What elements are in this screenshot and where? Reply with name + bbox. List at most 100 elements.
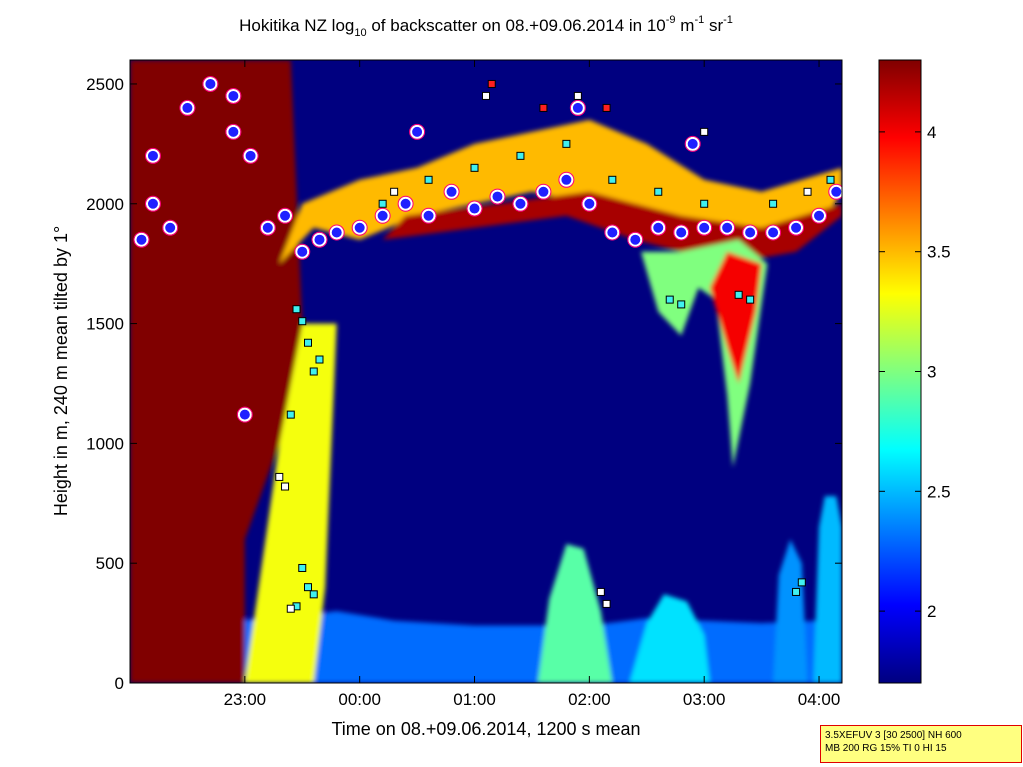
cloud-base-ring xyxy=(535,183,552,200)
y-tick-label: 2000 xyxy=(86,195,124,214)
marker-square-cyan xyxy=(286,410,295,419)
marker-square-white xyxy=(281,482,290,491)
cloud-base-ring xyxy=(742,224,759,241)
cloud-base-ring xyxy=(719,219,736,236)
marker-square-cyan xyxy=(797,578,806,587)
y-tick-label: 2500 xyxy=(86,75,124,94)
plot-frame xyxy=(129,59,843,684)
cloud-base-ring xyxy=(236,406,253,423)
x-tick-label: 03:00 xyxy=(683,690,726,709)
layer-puff-0235 xyxy=(629,594,710,683)
marker-square-cyan xyxy=(470,163,479,172)
cloud-base-circle xyxy=(226,124,241,139)
x-axis-label: Time on 08.+09.06.2014, 1200 s mean xyxy=(331,719,640,739)
marker-square-cyan xyxy=(309,367,318,376)
marker-square-cyan xyxy=(378,199,387,208)
cloud-base-circle xyxy=(789,220,804,235)
cloud-base-circle xyxy=(628,232,643,247)
cloud-base-circle xyxy=(490,189,505,204)
marker-square-cyan xyxy=(792,587,801,596)
cloud-base-ring xyxy=(144,147,161,164)
cloud-base-circle xyxy=(766,225,781,240)
cloud-base-ring xyxy=(489,188,506,205)
colorbar-tick-label: 2.5 xyxy=(927,482,951,501)
title-sub-10: 10 xyxy=(354,27,366,39)
cloud-base-circle xyxy=(697,220,712,235)
cloud-base-circle xyxy=(237,407,252,422)
colorbar-tick-label: 3.5 xyxy=(927,243,951,262)
title-sup-exp: -9 xyxy=(666,14,676,26)
cloud-base-ring xyxy=(604,224,621,241)
cloud-base-ring xyxy=(650,219,667,236)
cloud-base-ring xyxy=(581,195,598,212)
x-tick-label: 01:00 xyxy=(453,690,496,709)
cloud-base-ring xyxy=(144,195,161,212)
marker-square-cyan xyxy=(677,300,686,309)
cloud-base-ring xyxy=(569,99,586,116)
cloud-base-circle xyxy=(685,136,700,151)
x-tick-label: 02:00 xyxy=(568,690,611,709)
cloud-base-circle xyxy=(513,196,528,211)
marker-square-cyan xyxy=(654,187,663,196)
y-axis-label: Height in m, 240 m mean tilted by 1° xyxy=(51,226,71,516)
cloud-base-ring xyxy=(765,224,782,241)
marker-square-red xyxy=(602,103,611,112)
cloud-base-circle xyxy=(145,196,160,211)
cloud-base-ring xyxy=(277,207,294,224)
marker-square-cyan xyxy=(562,139,571,148)
marker-square-white xyxy=(390,187,399,196)
cloud-base-ring xyxy=(673,224,690,241)
marker-square-cyan xyxy=(516,151,525,160)
marker-square-cyan xyxy=(304,338,312,347)
cloud-base-circle xyxy=(180,100,195,115)
marker-square-cyan xyxy=(298,317,307,326)
x-axis: 23:00 00:00 01:00 02:00 03:00 04:00 xyxy=(224,60,840,709)
cloud-base-ring xyxy=(512,195,529,212)
layer-puff-0400 xyxy=(813,496,842,683)
cloud-base-ring xyxy=(397,195,414,212)
cloud-base-ring xyxy=(696,219,713,236)
marker-square-red xyxy=(487,79,496,88)
cloud-base-circle xyxy=(674,225,689,240)
cloud-base-ring xyxy=(627,231,644,248)
layer-plume-0250-core xyxy=(709,251,762,384)
backscatter-layers xyxy=(130,60,842,683)
annotation-line-2: MB 200 RG 15% TI 0 HI 15 xyxy=(825,743,947,754)
x-tick-label: 23:00 xyxy=(224,690,267,709)
chart-title: Hokitika NZ log10 of backscatter on 08.+… xyxy=(239,14,733,39)
cloud-base-ring xyxy=(294,243,311,260)
y-tick-label: 1500 xyxy=(86,315,124,334)
marker-square-cyan xyxy=(315,355,324,364)
cloud-base-ring xyxy=(202,75,219,92)
cloud-base-circle xyxy=(536,184,551,199)
cloud-base-circle xyxy=(720,220,735,235)
cloud-base-circle xyxy=(410,124,425,139)
annotation-line-1: 3.5XEFUV 3 [30 2500] NH 600 xyxy=(825,730,962,741)
marker-square-white xyxy=(482,91,490,100)
marker-square-white xyxy=(803,187,812,196)
marker-square-cyan xyxy=(734,290,743,299)
marker-square-cyan xyxy=(665,295,674,304)
cloud-base-circle xyxy=(203,76,218,91)
cloud-base-circle xyxy=(829,184,842,199)
marker-square-white xyxy=(700,127,709,136)
cloud-base-ring xyxy=(466,200,483,217)
cloud-base-ring xyxy=(788,219,805,236)
marker-square-white xyxy=(286,604,295,613)
title-sup-sr: -1 xyxy=(723,14,733,26)
cloud-base-circle xyxy=(467,201,482,216)
marker-square-cyan xyxy=(608,175,617,184)
parameter-annotation: 3.5XEFUV 3 [30 2500] NH 600 MB 200 RG 15… xyxy=(820,725,1022,763)
title-part-0: Hokitika NZ log xyxy=(239,16,354,35)
cloud-base-circle xyxy=(812,208,827,223)
marker-square-cyan xyxy=(746,295,755,304)
cloud-base-circle xyxy=(278,208,293,223)
marker-square-cyan xyxy=(304,583,312,592)
colorbar xyxy=(878,59,922,684)
marker-square-cyan xyxy=(298,563,307,572)
cloud-base-circle xyxy=(226,88,241,103)
marker-square-white xyxy=(573,91,582,100)
cloud-base-circle xyxy=(352,220,367,235)
marker-square-cyan xyxy=(769,199,778,208)
